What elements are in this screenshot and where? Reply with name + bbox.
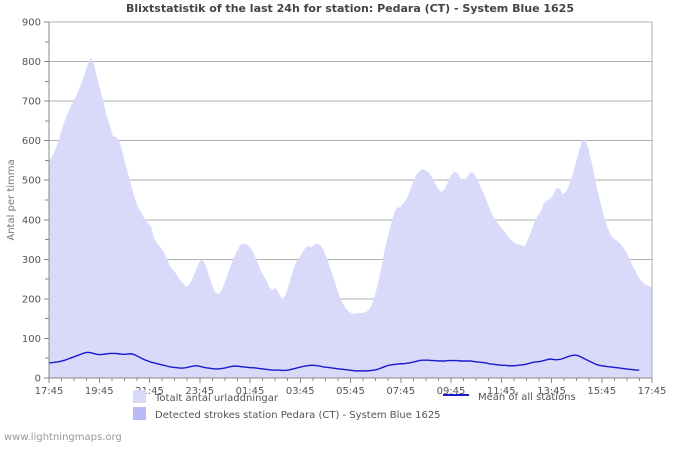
svg-text:Antal per timma: Antal per timma	[6, 159, 17, 240]
svg-text:05:45: 05:45	[336, 386, 365, 397]
legend-item-mean[interactable]: Mean of all stations	[443, 390, 576, 406]
chart-plot-area: 0 100 200 300 400 500 600 700 800 900 17:45 19:45 21…	[6, 18, 667, 398]
legend-item-station[interactable]: Detected strokes station Pedara (CT) - S…	[133, 407, 441, 423]
legend-label-mean: Mean of all stations	[478, 392, 576, 403]
chart-legend: Totalt antal urladdningar Detected strok…	[0, 390, 700, 430]
legend-swatch-station-icon	[133, 407, 146, 420]
svg-text:03:45: 03:45	[286, 386, 315, 397]
svg-text:07:45: 07:45	[386, 386, 415, 397]
legend-swatch-total-icon	[133, 390, 146, 403]
legend-label-station: Detected strokes station Pedara (CT) - S…	[155, 410, 441, 421]
svg-text:17:45: 17:45	[35, 386, 64, 397]
legend-swatch-mean-icon	[443, 394, 469, 396]
svg-text:09:45: 09:45	[437, 386, 466, 397]
svg-text:900: 900	[22, 18, 41, 29]
svg-text:0: 0	[35, 374, 41, 385]
svg-text:11:45: 11:45	[487, 386, 516, 397]
svg-text:200: 200	[22, 294, 41, 305]
mean-line-series	[48, 351, 640, 372]
area-series-layer	[49, 57, 652, 378]
chart-title: Blixtstatistik of the last 24h for stati…	[126, 2, 574, 15]
svg-text:17:45: 17:45	[638, 386, 667, 397]
svg-text:800: 800	[22, 57, 41, 68]
svg-text:100: 100	[22, 334, 41, 345]
legend-item-total[interactable]: Totalt antal urladdningar	[133, 390, 278, 406]
svg-text:21:45: 21:45	[135, 386, 164, 397]
legend-label-total: Totalt antal urladdningar	[155, 393, 279, 404]
svg-text:500: 500	[22, 176, 41, 187]
svg-text:01:45: 01:45	[236, 386, 265, 397]
axis-layer	[44, 21, 653, 383]
svg-text:300: 300	[22, 255, 41, 266]
svg-text:700: 700	[22, 97, 41, 108]
axis-title-layer: Antal per timmaTid	[6, 159, 17, 240]
site-footer-url: www.lightningmaps.org	[4, 432, 122, 443]
svg-text:600: 600	[22, 136, 41, 147]
svg-text:19:45: 19:45	[85, 386, 114, 397]
tick-label-layer: 0 100 200 300 400 500 600 700 800 900 17:45 19:45 21…	[22, 18, 667, 398]
svg-text:23:45: 23:45	[185, 386, 214, 397]
svg-text:15:45: 15:45	[587, 386, 616, 397]
svg-text:400: 400	[22, 215, 41, 226]
svg-text:13:45: 13:45	[537, 386, 566, 397]
